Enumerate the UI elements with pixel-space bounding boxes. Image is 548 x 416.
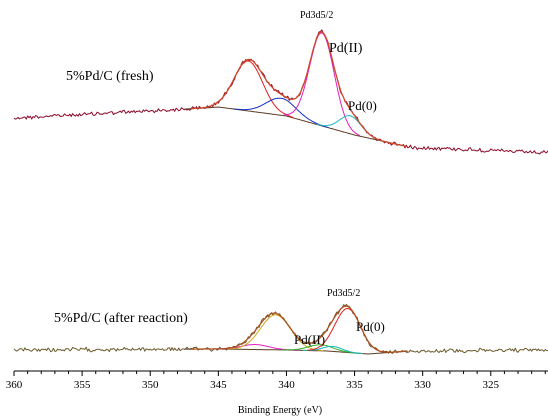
x-axis-title: Binding Energy (eV) bbox=[238, 405, 322, 416]
fit-envelope-1 bbox=[191, 305, 408, 353]
component-label-pd0-fresh: Pd(0) bbox=[348, 98, 377, 113]
x-tick-label: 335 bbox=[346, 379, 363, 391]
component-peak-1-2 bbox=[282, 344, 359, 354]
component-peak-1-3 bbox=[302, 345, 363, 355]
x-tick-label: 330 bbox=[414, 379, 431, 391]
x-axis: 360 355 350 345 340 335 330 325 bbox=[6, 370, 548, 391]
peak-label-fresh: Pd3d5/2 bbox=[300, 10, 333, 21]
plot-area bbox=[13, 29, 548, 355]
panel-label-after: 5%Pd/C (after reaction) bbox=[54, 311, 188, 326]
panel-label-fresh: 5%Pd/C (fresh) bbox=[66, 69, 154, 84]
x-tick-label: 355 bbox=[74, 379, 91, 391]
component-label-pd2-fresh: Pd(II) bbox=[329, 41, 363, 56]
component-peak-0-1 bbox=[233, 97, 329, 129]
x-tick-label: 325 bbox=[483, 379, 500, 391]
component-label-pd2-after: Pd(II) bbox=[294, 332, 325, 347]
component-label-pd0-after: Pd(0) bbox=[356, 319, 385, 334]
x-tick-label: 350 bbox=[142, 379, 159, 391]
component-peak-0-2 bbox=[283, 32, 361, 136]
spectrum-raw-0 bbox=[13, 29, 548, 155]
background-line-0 bbox=[184, 106, 408, 148]
peak-label-after: Pd3d5/2 bbox=[327, 288, 360, 299]
x-tick-label: 340 bbox=[278, 379, 295, 391]
x-tick-label: 360 bbox=[6, 379, 23, 391]
x-tick-label: 345 bbox=[210, 379, 227, 391]
fit-envelope-0 bbox=[191, 31, 408, 148]
